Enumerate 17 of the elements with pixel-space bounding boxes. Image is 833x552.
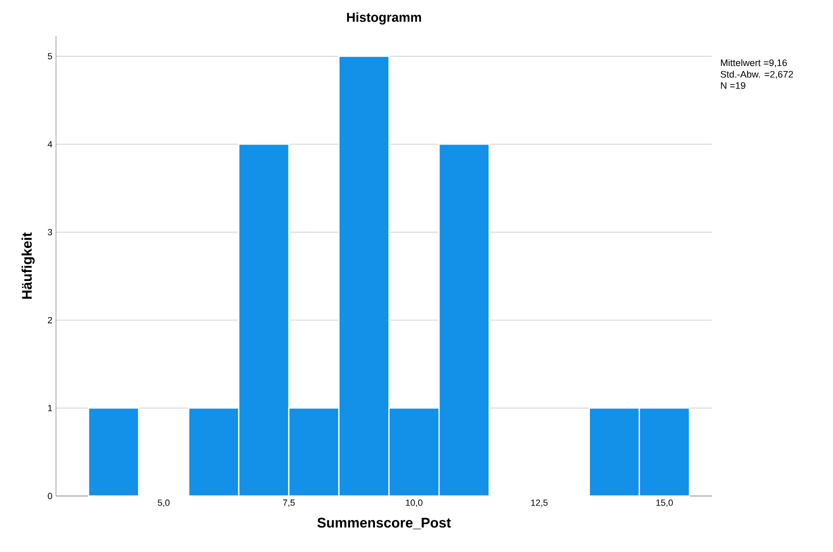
x-tick-label: 15,0: [656, 500, 673, 507]
y-tick-label: 2: [48, 316, 52, 324]
text: Mittelwert =9,16: [720, 59, 787, 68]
x-tick-label: 12,5: [531, 500, 548, 507]
y-tick-label: 1: [48, 404, 52, 412]
x-tick-label: 5,0: [158, 500, 170, 507]
x-axis-title: Summenscore_Post: [317, 518, 451, 530]
y-tick-label: 5: [48, 53, 52, 60]
text: Std.-Abw. =2,672: [720, 70, 793, 79]
chart-title: Histogramm: [347, 12, 421, 24]
y-axis-title: Häufigkeit: [22, 232, 35, 299]
y-tick-label: 4: [48, 141, 52, 148]
y-tick-label: 0: [48, 492, 52, 500]
y-tick-label: 3: [48, 228, 52, 236]
x-tick-label: 10,0: [406, 500, 422, 507]
x-tick-label: 7,5: [283, 500, 295, 507]
text: N =19: [720, 82, 746, 89]
